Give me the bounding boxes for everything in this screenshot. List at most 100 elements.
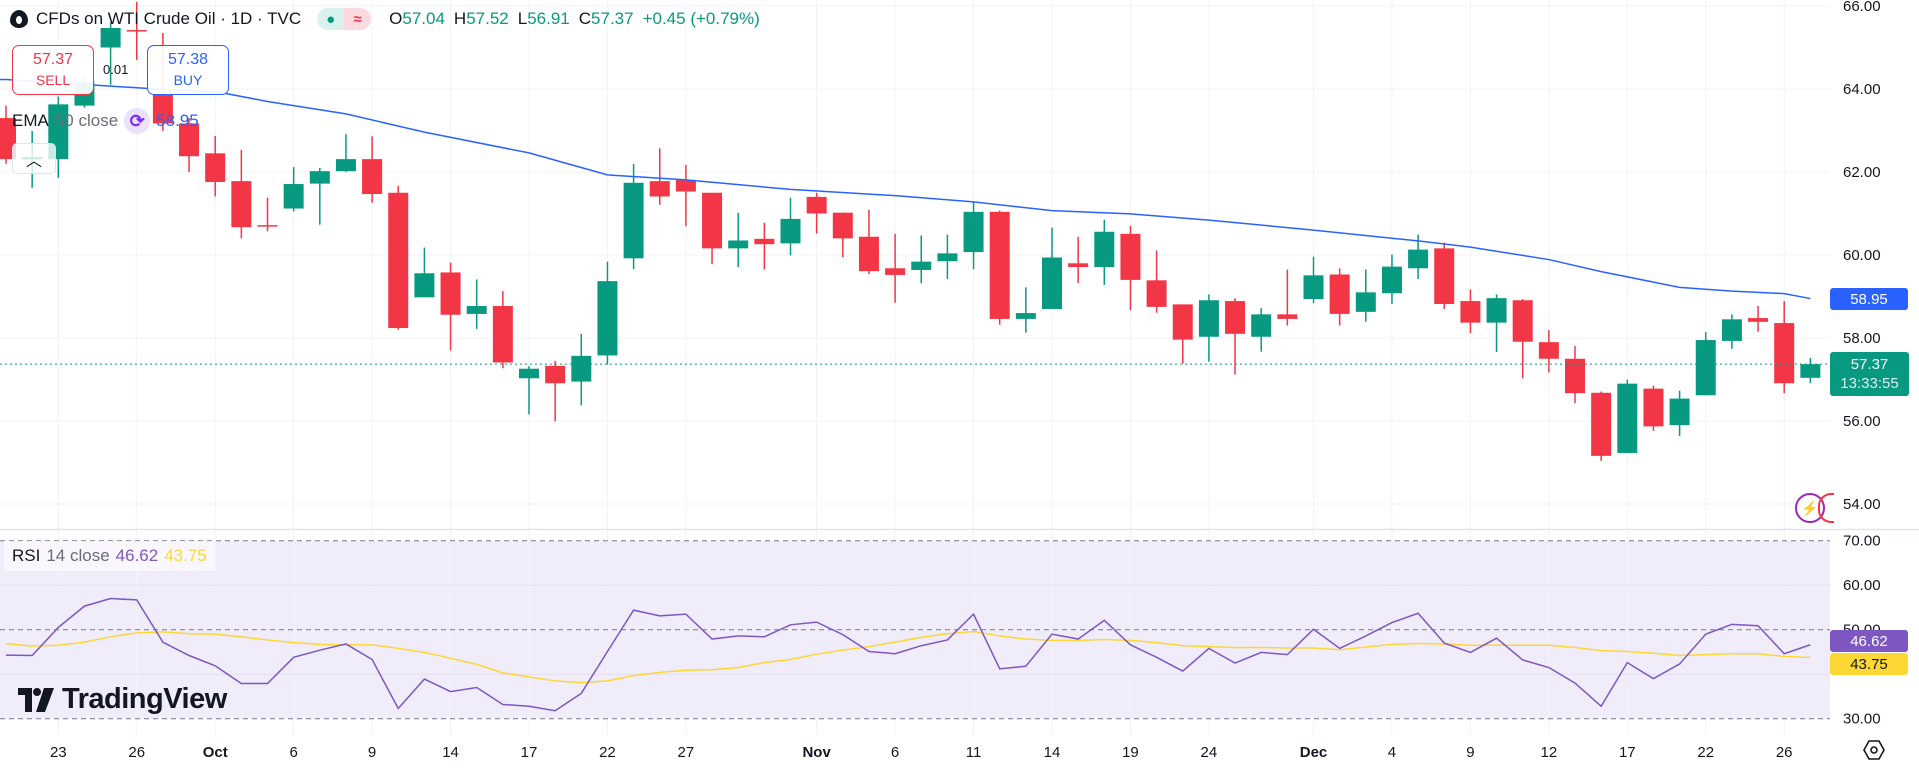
collapse-legend-button[interactable]: ︿ [12, 143, 56, 174]
candle-body [571, 355, 592, 382]
change-value: +0.45 (+0.79%) [642, 9, 760, 28]
candle-up [1355, 269, 1376, 322]
ema-legend[interactable]: EMA 50 close ⟳ 58.95 [12, 108, 199, 134]
candle-body [1460, 301, 1481, 323]
candle-down [231, 150, 252, 239]
candle-down [675, 164, 696, 227]
candle-body [702, 192, 723, 249]
candle-up [597, 261, 618, 365]
candle-body [1381, 266, 1402, 294]
candle-body [492, 306, 513, 363]
x-axis-tick-label: 12 [1541, 744, 1558, 761]
lightning-event-icon[interactable]: ⚡ [1795, 493, 1825, 523]
candle-up [100, 22, 121, 85]
candle-down [257, 197, 278, 232]
chart-settings-icon[interactable] [1862, 738, 1886, 762]
x-axis-tick-label: 6 [289, 744, 297, 761]
refresh-icon[interactable]: ⟳ [124, 108, 151, 134]
candle-body [1329, 274, 1350, 314]
x-axis-tick-label: Dec [1300, 744, 1328, 761]
low-value: 56.91 [527, 9, 570, 28]
candle-up [937, 234, 958, 280]
x-axis-tick-label: 22 [1697, 744, 1714, 761]
candle-down [492, 291, 513, 369]
candle-down [179, 118, 200, 172]
x-axis-tick-label: Oct [203, 744, 228, 761]
candle-down [1774, 301, 1795, 394]
x-axis-tick-label: 14 [442, 744, 459, 761]
candle-down [1748, 306, 1769, 332]
candle-down [1643, 385, 1664, 431]
candle-body [1512, 300, 1533, 342]
candle-down [1512, 298, 1533, 379]
tradingview-logo[interactable]: TradingView [18, 683, 227, 716]
low-label: L [517, 9, 528, 28]
candle-body [1172, 304, 1193, 340]
x-axis-tick-label: 19 [1122, 744, 1139, 761]
candle-body [1486, 298, 1507, 323]
candle-body [806, 196, 827, 214]
candle-body [205, 153, 226, 182]
buy-button[interactable]: 57.38 BUY [147, 45, 229, 95]
candle-body [179, 123, 200, 157]
symbol-legend[interactable]: CFDs on WTI Crude Oil · 1D · TVC ● ≈ O57… [10, 8, 760, 30]
candle-body [362, 159, 383, 194]
close-value: 57.37 [591, 9, 634, 28]
candle-up [335, 134, 356, 172]
candle-down [1329, 268, 1350, 326]
rsi-ma-value: 43.75 [164, 546, 207, 565]
candle-body [963, 211, 984, 253]
candle-down [1591, 391, 1612, 461]
candle-down [806, 192, 827, 234]
candle-body [1355, 292, 1376, 312]
ema-params: 50 close [54, 111, 119, 130]
candle-down [126, 1, 147, 60]
candle-body [1538, 342, 1559, 359]
candle-body [597, 281, 618, 356]
candle-body [1146, 280, 1167, 307]
candle-up [1669, 390, 1690, 436]
candle-body [335, 159, 356, 172]
x-axis-tick-label: 17 [1619, 744, 1636, 761]
candle-down [1565, 345, 1585, 404]
rsi-ma-axis-label: 43.75 [1830, 653, 1908, 675]
candle-body [466, 306, 487, 314]
price-axis-tick-label: 60.00 [1843, 247, 1881, 264]
candle-down [1277, 269, 1298, 326]
status-pill[interactable]: ● ≈ [317, 8, 372, 30]
candle-body [1591, 392, 1612, 456]
market-open-icon: ● [317, 8, 345, 30]
candle-down [754, 222, 775, 270]
bar-countdown: 13:33:55 [1840, 375, 1899, 392]
candle-body [1042, 257, 1062, 309]
candle-body [1225, 301, 1246, 334]
rsi-legend[interactable]: RSI 14 close 46.62 43.75 [4, 541, 215, 571]
x-axis-tick-label: 26 [128, 744, 145, 761]
candle-body [1617, 383, 1638, 453]
last-price: 57.37 [1850, 356, 1889, 373]
symbol-title[interactable]: CFDs on WTI Crude Oil · 1D · TVC [36, 9, 302, 28]
x-axis-tick-label: 11 [966, 744, 982, 761]
candle-down [1146, 250, 1167, 313]
candle-up [1800, 357, 1821, 384]
high-value: 57.52 [466, 9, 509, 28]
candle-up [1198, 294, 1219, 362]
price-axis-tick-label: 58.00 [1843, 330, 1881, 347]
candle-body [100, 27, 121, 48]
candle-body [937, 253, 958, 262]
x-axis-tick-label: 14 [1044, 744, 1061, 761]
sell-button[interactable]: 57.37 SELL [12, 45, 94, 95]
earnings-event-icon[interactable] [1818, 493, 1834, 523]
candle-body [728, 240, 749, 249]
candle-up [1408, 234, 1429, 280]
candle-body [257, 225, 278, 227]
candle-body [126, 30, 147, 32]
price-axis-tick-label: 64.00 [1843, 81, 1881, 98]
rsi-axis-tick-label: 60.00 [1843, 577, 1881, 594]
candle-up [309, 167, 330, 225]
candle-down [832, 212, 853, 258]
ohlc-values: O57.04 H57.52 L56.91 C57.37 +0.45 (+0.79… [389, 9, 760, 29]
x-axis-tick-label: 4 [1388, 744, 1396, 761]
close-label: C [578, 9, 592, 28]
